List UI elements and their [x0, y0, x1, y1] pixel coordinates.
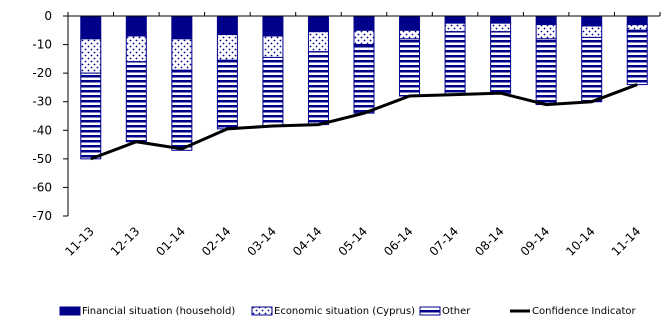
x-tick-label: 02-14: [199, 224, 234, 259]
bar-economic-situation-cyprus-06-14: [399, 29, 421, 40]
bar-other-08-14: [490, 31, 512, 94]
y-tick-label: -20: [32, 66, 52, 80]
bar-financial-situation-household-12-13: [125, 15, 147, 37]
bar-economic-situation-cyprus-03-14: [262, 35, 284, 58]
bar-other-04-14: [307, 51, 329, 126]
bar-economic-situation-cyprus-09-14: [535, 24, 557, 40]
bar-financial-situation-household-09-14: [535, 15, 557, 26]
bar-financial-situation-household-02-14: [216, 15, 238, 36]
bar-financial-situation-household-06-14: [399, 15, 421, 31]
bar-other-10-14: [581, 36, 603, 103]
bar-other-09-14: [535, 38, 557, 106]
legend: Financial situation (household) Economic …: [59, 306, 636, 317]
bar-other-03-14: [262, 56, 284, 127]
bar-financial-situation-household-11-14: [626, 15, 648, 26]
legend-swatch-other: [419, 306, 441, 316]
bar-economic-situation-cyprus-05-14: [353, 29, 375, 46]
x-tick-label: 01-14: [153, 224, 188, 259]
bar-economic-situation-cyprus-07-14: [444, 22, 466, 33]
bar-other-05-14: [353, 44, 375, 114]
bar-other-11-14: [626, 29, 648, 86]
bar-economic-situation-cyprus-01-14: [171, 38, 193, 71]
bars-layer: [80, 15, 648, 160]
legend-label-financial-situation-household: Financial situation (household): [82, 306, 235, 317]
bar-economic-situation-cyprus-02-14: [216, 34, 238, 61]
y-tick-label: -10: [32, 38, 52, 52]
bar-economic-situation-cyprus-10-14: [581, 25, 603, 38]
legend-swatch-financial-situation-household: [59, 306, 81, 316]
x-tick-label: 03-14: [244, 224, 279, 259]
bar-economic-situation-cyprus-11-14: [626, 24, 648, 31]
x-tick-label: 05-14: [336, 224, 371, 259]
bar-financial-situation-household-05-14: [353, 15, 375, 31]
bar-financial-situation-household-11-13: [80, 15, 102, 40]
y-tick-label: -40: [32, 123, 52, 137]
bar-economic-situation-cyprus-11-13: [80, 38, 102, 74]
y-tick-label: -30: [32, 95, 52, 109]
bar-economic-situation-cyprus-04-14: [307, 31, 329, 53]
y-tick-label: -60: [32, 180, 52, 194]
bar-other-12-13: [125, 61, 147, 143]
x-tick-label: 12-13: [108, 224, 143, 259]
x-tick-label: 09-14: [518, 224, 553, 259]
x-tick-label: 07-14: [427, 224, 462, 259]
x-tick-label: 11-14: [609, 224, 644, 259]
line-layer: [90, 83, 638, 161]
bar-financial-situation-household-01-14: [171, 15, 193, 40]
y-tick-label: 0: [44, 9, 52, 23]
bar-other-07-14: [444, 31, 466, 96]
legend-label-economic-situation-cyprus: Economic situation (Cyprus): [274, 306, 415, 317]
bar-financial-situation-household-07-14: [444, 15, 466, 24]
bar-financial-situation-household-03-14: [262, 15, 284, 37]
bar-other-11-13: [80, 72, 102, 160]
bar-financial-situation-household-10-14: [581, 15, 603, 27]
bar-financial-situation-household-04-14: [307, 15, 329, 33]
y-tick-label: -70: [32, 209, 52, 223]
bar-other-02-14: [216, 59, 238, 130]
bar-financial-situation-household-08-14: [490, 15, 512, 24]
x-tick-label: 08-14: [472, 224, 507, 259]
y-tick-label: -50: [32, 152, 52, 166]
legend-label-confidence-indicator: Confidence Indicator: [532, 306, 636, 317]
bar-other-06-14: [399, 38, 421, 97]
confidence-indicator-line: [90, 83, 638, 161]
bar-economic-situation-cyprus-12-13: [125, 35, 147, 63]
bar-economic-situation-cyprus-08-14: [490, 22, 512, 33]
x-tick-label: 10-14: [563, 224, 598, 259]
bar-other-01-14: [171, 69, 193, 151]
x-tick-label: 04-14: [290, 224, 325, 259]
x-tick-label: 06-14: [381, 224, 416, 259]
x-tick-label: 11-13: [62, 224, 97, 259]
legend-label-other: Other: [442, 306, 471, 317]
legend-swatch-economic-situation-cyprus: [251, 306, 273, 316]
